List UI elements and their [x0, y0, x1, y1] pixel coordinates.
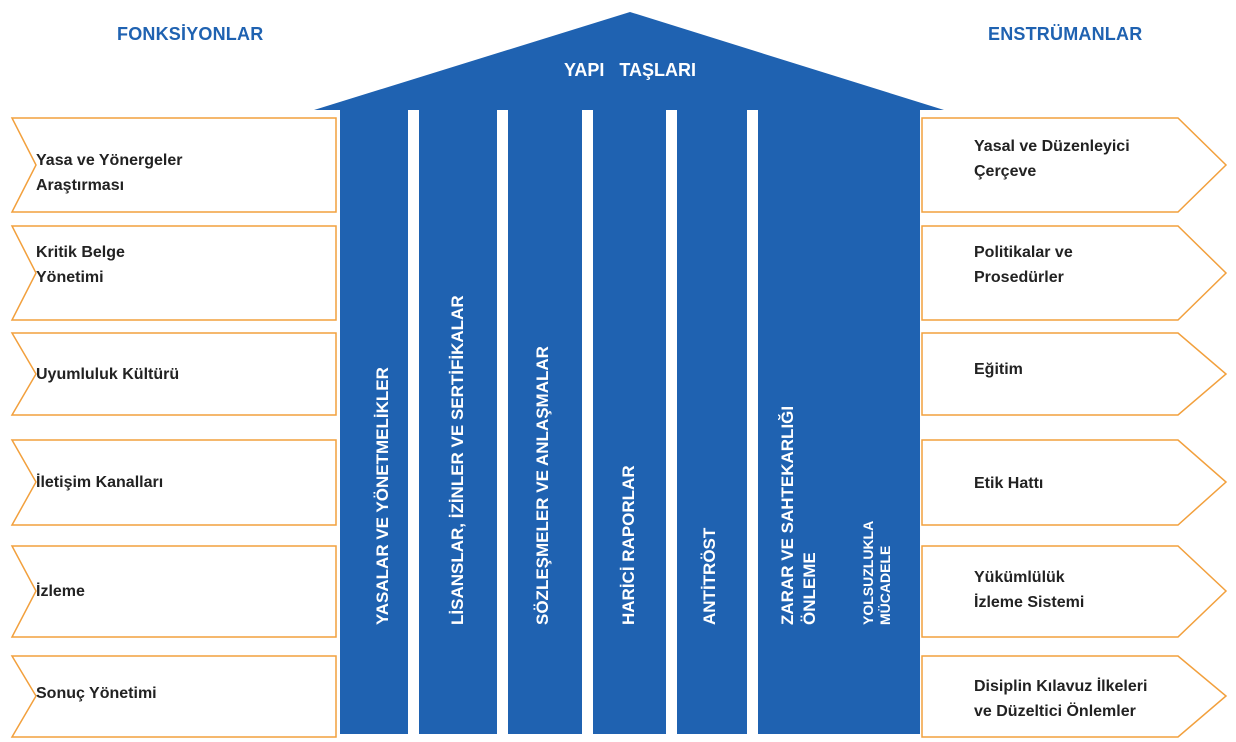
- function-label-2: Kritik Belge Yönetimi: [36, 244, 125, 286]
- function-label-4: İletişim Kanalları: [36, 474, 164, 491]
- instrument-arrow-3: [921, 332, 1228, 416]
- pillar-divider-4: [666, 110, 677, 734]
- function-box-4: [10, 439, 337, 526]
- function-box-5: [10, 545, 337, 638]
- pillar-divider-5: [747, 110, 758, 734]
- pillar-divider-3: [582, 110, 593, 734]
- instrument-arrow-1: [921, 117, 1228, 213]
- pillar-label-anti-corruption: YOLSUZLUKLA MÜCADELE: [860, 520, 893, 625]
- pillar-label-fraud-prevention: ZARAR VE SAHTEKARLIĞI ÖNLEME: [778, 405, 819, 625]
- instrument-label-2: Politikalar ve Prosedürler: [974, 244, 1073, 286]
- pillar-label-antitrust: ANTİTRÖST: [700, 527, 719, 625]
- pillar-label-external-reports: HARİCİ RAPORLAR: [619, 465, 638, 625]
- pillar-label-contracts: SÖZLEŞMELER VE ANLAŞMALAR: [533, 346, 552, 625]
- function-label-5: İzleme: [36, 583, 85, 600]
- instrument-arrow-2: [921, 225, 1228, 321]
- function-label-1: Yasa ve Yönergeler Araştırması: [36, 152, 183, 194]
- instruments-heading: ENSTRÜMANLAR: [988, 24, 1143, 44]
- instrument-label-1: Yasal ve Düzenleyici Çerçeve: [974, 138, 1130, 180]
- function-label-6: Sonuç Yönetimi: [36, 685, 157, 702]
- instrument-label-6: Disiplin Kılavuz İlkeleri ve Düzeltici Ö…: [974, 678, 1148, 720]
- function-box-3: [10, 332, 337, 416]
- function-box-2: [10, 225, 337, 321]
- function-box-6: [10, 655, 337, 738]
- instrument-label-4: Etik Hattı: [974, 475, 1044, 492]
- instrument-arrow-6: [921, 655, 1228, 738]
- pillar-divider-1: [408, 110, 419, 734]
- building-roof: [314, 12, 944, 110]
- instrument-arrow-4: [921, 439, 1228, 526]
- functions-heading: FONKSİYONLAR: [117, 24, 264, 44]
- pillar-divider-2: [497, 110, 508, 734]
- instrument-label-3: Eğitim: [974, 361, 1023, 378]
- pillar-label-licenses: LİSANSLAR, İZİNLER VE SERTİFİKALAR: [448, 295, 467, 625]
- roof-title: YAPI TAŞLARI: [563, 60, 697, 80]
- instrument-arrow-5: [921, 545, 1228, 638]
- instrument-label-5: Yükümlülük İzleme Sistemi: [974, 569, 1085, 611]
- function-label-3: Uyumluluk Kültürü: [36, 366, 180, 383]
- building-body: [340, 108, 920, 734]
- pillar-label-laws: YASALAR VE YÖNETMELİKLER: [373, 367, 392, 625]
- function-box-1: [10, 117, 337, 213]
